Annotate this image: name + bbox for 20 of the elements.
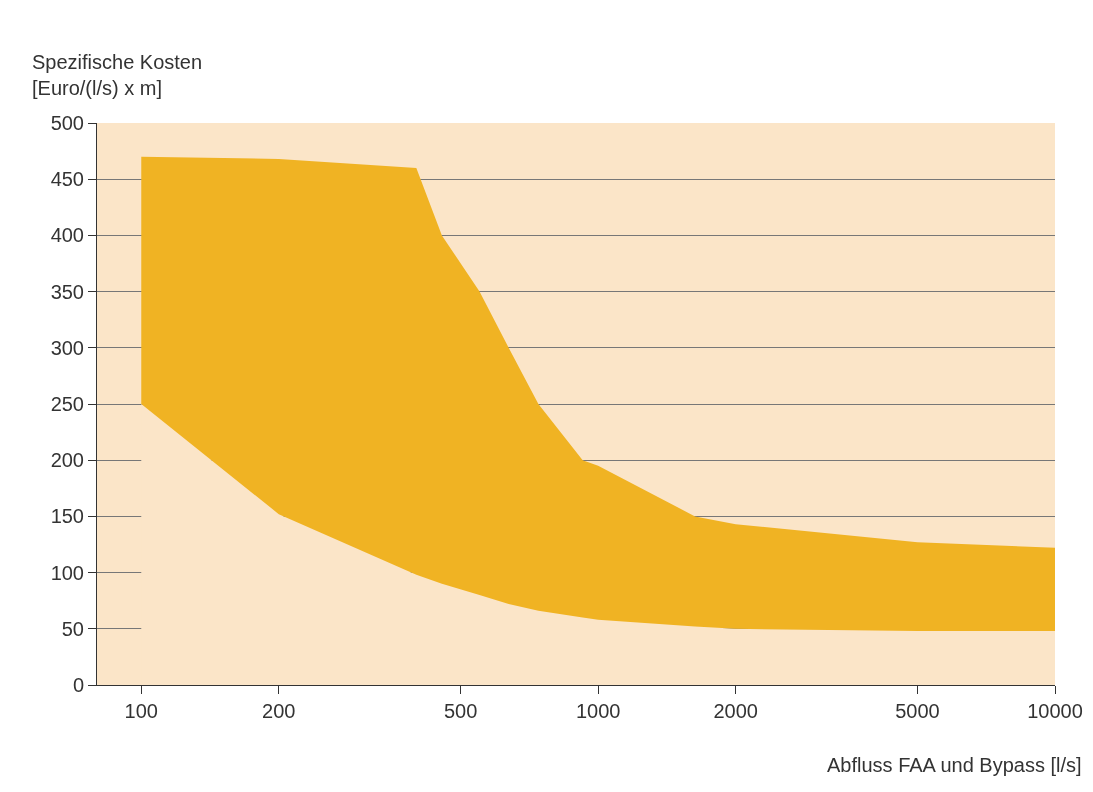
y-tick-label: 50 xyxy=(61,617,84,640)
y-tick-label: 150 xyxy=(50,505,84,528)
y-axis-title: Spezifische Kosten [Euro/(l/s) x m] xyxy=(32,51,203,99)
x-tick-label: 1000 xyxy=(575,700,621,722)
y-tick-label: 0 xyxy=(72,674,84,696)
y-tick-label: 350 xyxy=(50,280,84,303)
x-tick-label: 5000 xyxy=(895,700,940,722)
y-tick-label: 100 xyxy=(50,561,84,584)
y-tick-label: 250 xyxy=(50,393,84,415)
y-tick-label: 400 xyxy=(50,224,84,247)
y-tick-label: 200 xyxy=(50,449,84,472)
x-tick-label: 2000 xyxy=(713,700,758,722)
y-tick-label: 450 xyxy=(50,168,84,191)
x-tick-label: 200 xyxy=(262,700,296,722)
y-tick-label: 300 xyxy=(50,336,84,359)
y-tick-label: 500 xyxy=(50,112,84,134)
x-tick-label: 100 xyxy=(124,700,158,722)
x-tick-label: 10000 xyxy=(1027,700,1083,722)
x-tick-label: 500 xyxy=(443,700,478,722)
x-axis-title: Abfluss FAA und Bypass [l/s] xyxy=(827,754,1082,776)
